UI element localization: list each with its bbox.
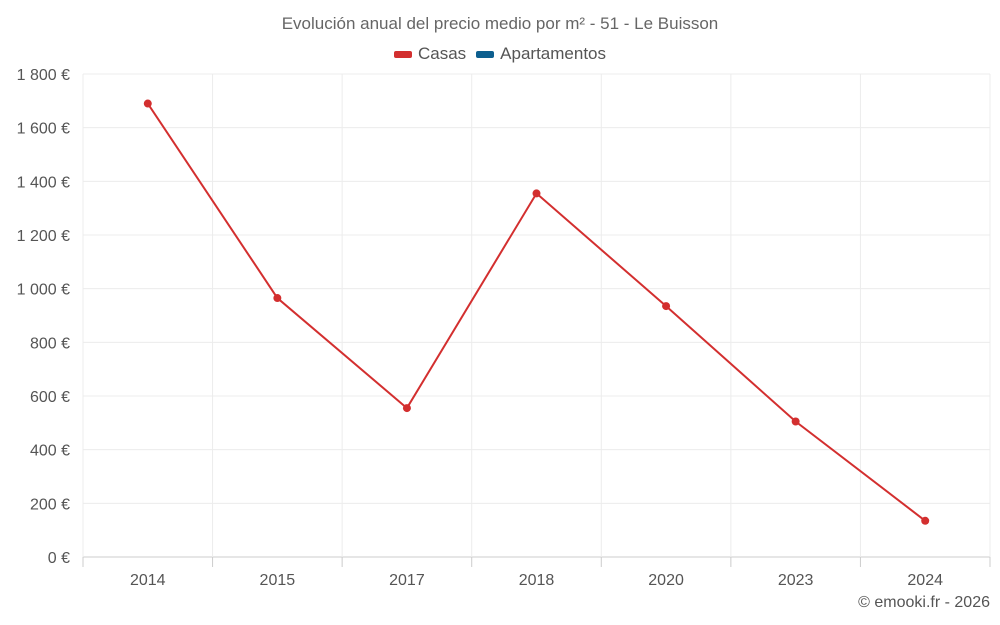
data-point: [662, 302, 671, 311]
x-tick-label: 2024: [907, 572, 943, 589]
legend-item-casas[interactable]: Casas: [393, 44, 467, 64]
legend-item-apartamentos[interactable]: Apartamentos: [476, 44, 606, 64]
data-point: [143, 99, 152, 108]
legend-swatch-apartamentos: [476, 50, 495, 58]
y-tick-label: 800 €: [30, 335, 70, 352]
series-line-casas: [146, 102, 926, 522]
data-point: [273, 294, 282, 303]
data-point: [532, 189, 541, 198]
y-tick-label: 1 000 €: [17, 282, 70, 299]
legend-swatch-casas: [393, 50, 412, 58]
x-tick-label: 2020: [648, 572, 684, 589]
legend-label-apartamentos: Apartamentos: [500, 44, 607, 63]
x-tick-label: 2017: [389, 572, 425, 589]
y-tick-label: 0 €: [48, 550, 70, 567]
y-tick-label: 600 €: [30, 389, 70, 406]
y-tick-label: 1 600 €: [17, 121, 70, 138]
x-tick-label: 2014: [130, 572, 166, 589]
y-tick-label: 400 €: [30, 443, 70, 460]
chart-legend: Casas Apartamentos: [0, 44, 1000, 64]
x-tick-label: 2018: [519, 572, 555, 589]
data-point: [921, 516, 930, 525]
y-tick-label: 1 200 €: [17, 228, 70, 245]
x-tick-label: 2015: [260, 572, 296, 589]
x-tick-label: 2023: [778, 572, 814, 589]
y-tick-label: 200 €: [30, 496, 70, 513]
data-point: [402, 404, 411, 413]
credit-text: © emooki.fr - 2026: [858, 594, 990, 611]
y-tick-label: 1 800 €: [17, 67, 70, 84]
y-tick-label: 1 400 €: [17, 174, 70, 191]
legend-label-casas: Casas: [417, 44, 467, 63]
data-point: [791, 417, 800, 426]
chart-title: Evolución anual del precio medio por m² …: [281, 14, 719, 33]
